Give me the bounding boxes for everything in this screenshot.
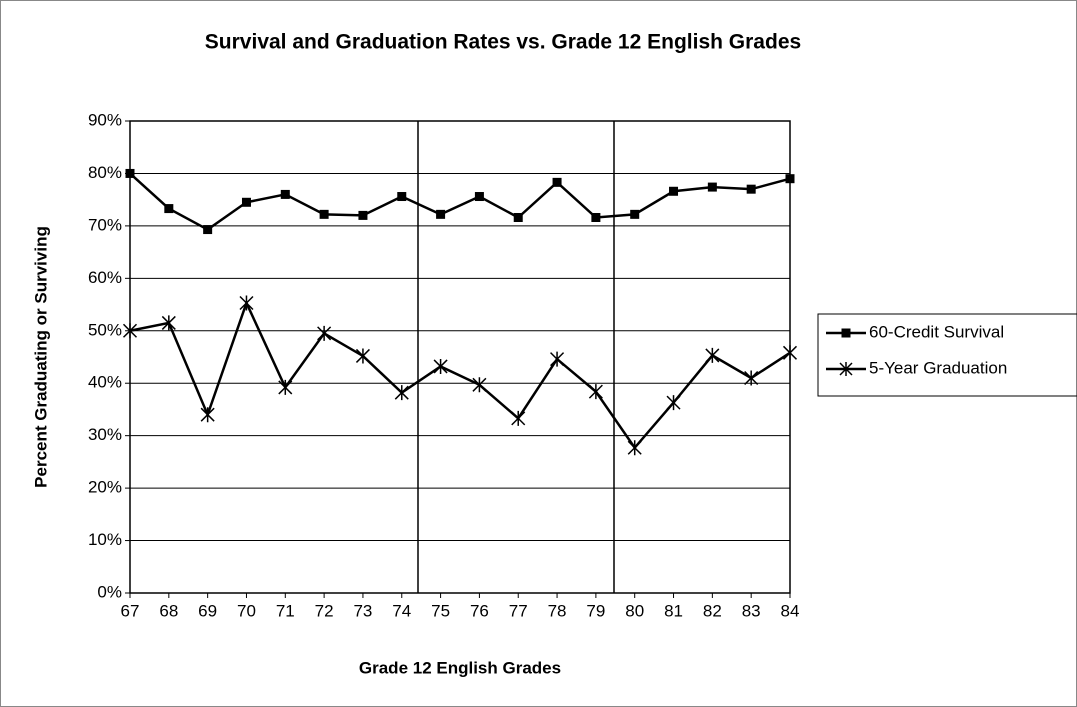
x-axis-label: Grade 12 English Grades [359,658,561,677]
x-tick-label: 78 [548,601,567,620]
marker [705,347,720,363]
marker [241,197,251,207]
series-line [129,299,791,450]
marker [630,209,640,219]
marker [122,323,138,339]
marker [474,192,484,202]
marker [355,348,370,364]
x-tick-label: 69 [198,601,217,620]
marker [125,168,135,178]
marker [280,189,290,199]
marker [319,209,329,219]
x-tick-label: 84 [781,601,800,620]
marker [627,440,642,456]
x-tick-label: 71 [276,601,295,620]
x-tick-label: 70 [237,601,256,620]
marker [591,212,601,222]
x-tick-label: 76 [470,601,489,620]
legend-marker [841,328,851,338]
y-tick-label: 60% [88,268,122,287]
marker [164,204,174,214]
legend-marker [839,362,853,376]
marker [782,345,798,361]
marker [472,377,487,393]
marker [550,351,565,367]
marker [669,186,679,196]
marker [511,410,526,426]
x-tick-label: 83 [742,601,761,620]
x-tick-label: 68 [159,601,178,620]
y-tick-label: 40% [88,373,122,392]
marker [707,182,717,192]
marker [744,370,759,386]
x-tick-label: 75 [431,601,450,620]
marker [433,358,448,374]
chart-title: Survival and Graduation Rates vs. Grade … [205,31,801,54]
x-tick-label: 81 [664,601,683,620]
y-tick-label: 30% [88,425,122,444]
y-tick-label: 10% [88,530,122,549]
marker [239,295,254,311]
marker [358,210,368,220]
marker [552,177,562,187]
marker [436,209,446,219]
y-tick-label: 90% [88,110,122,129]
y-tick-label: 80% [88,163,122,182]
marker [200,407,215,423]
x-tick-label: 72 [315,601,334,620]
x-tick-label: 80 [625,601,644,620]
x-tick-label: 74 [392,601,411,620]
marker [397,192,407,202]
y-tick-label: 70% [88,215,122,234]
x-tick-label: 67 [121,601,140,620]
x-tick-label: 77 [509,601,528,620]
series-line [129,172,791,232]
x-tick-label: 73 [353,601,372,620]
x-tick-label: 82 [703,601,722,620]
marker [513,212,523,222]
y-axis-label: Percent Graduating or Surviving [31,226,50,488]
marker [278,379,293,395]
y-tick-label: 0% [97,582,122,601]
marker [666,395,681,411]
marker [317,325,332,341]
y-tick-label: 20% [88,478,122,497]
legend [817,313,1077,397]
marker [785,174,795,184]
marker [746,184,756,194]
x-tick-label: 79 [586,601,605,620]
marker [203,225,213,235]
legend-label: 60-Credit Survival [869,322,1004,341]
marker [588,384,603,400]
y-tick-label: 50% [88,320,122,339]
marker [161,315,176,331]
legend-label: 5-Year Graduation [869,358,1007,377]
marker [394,385,409,401]
